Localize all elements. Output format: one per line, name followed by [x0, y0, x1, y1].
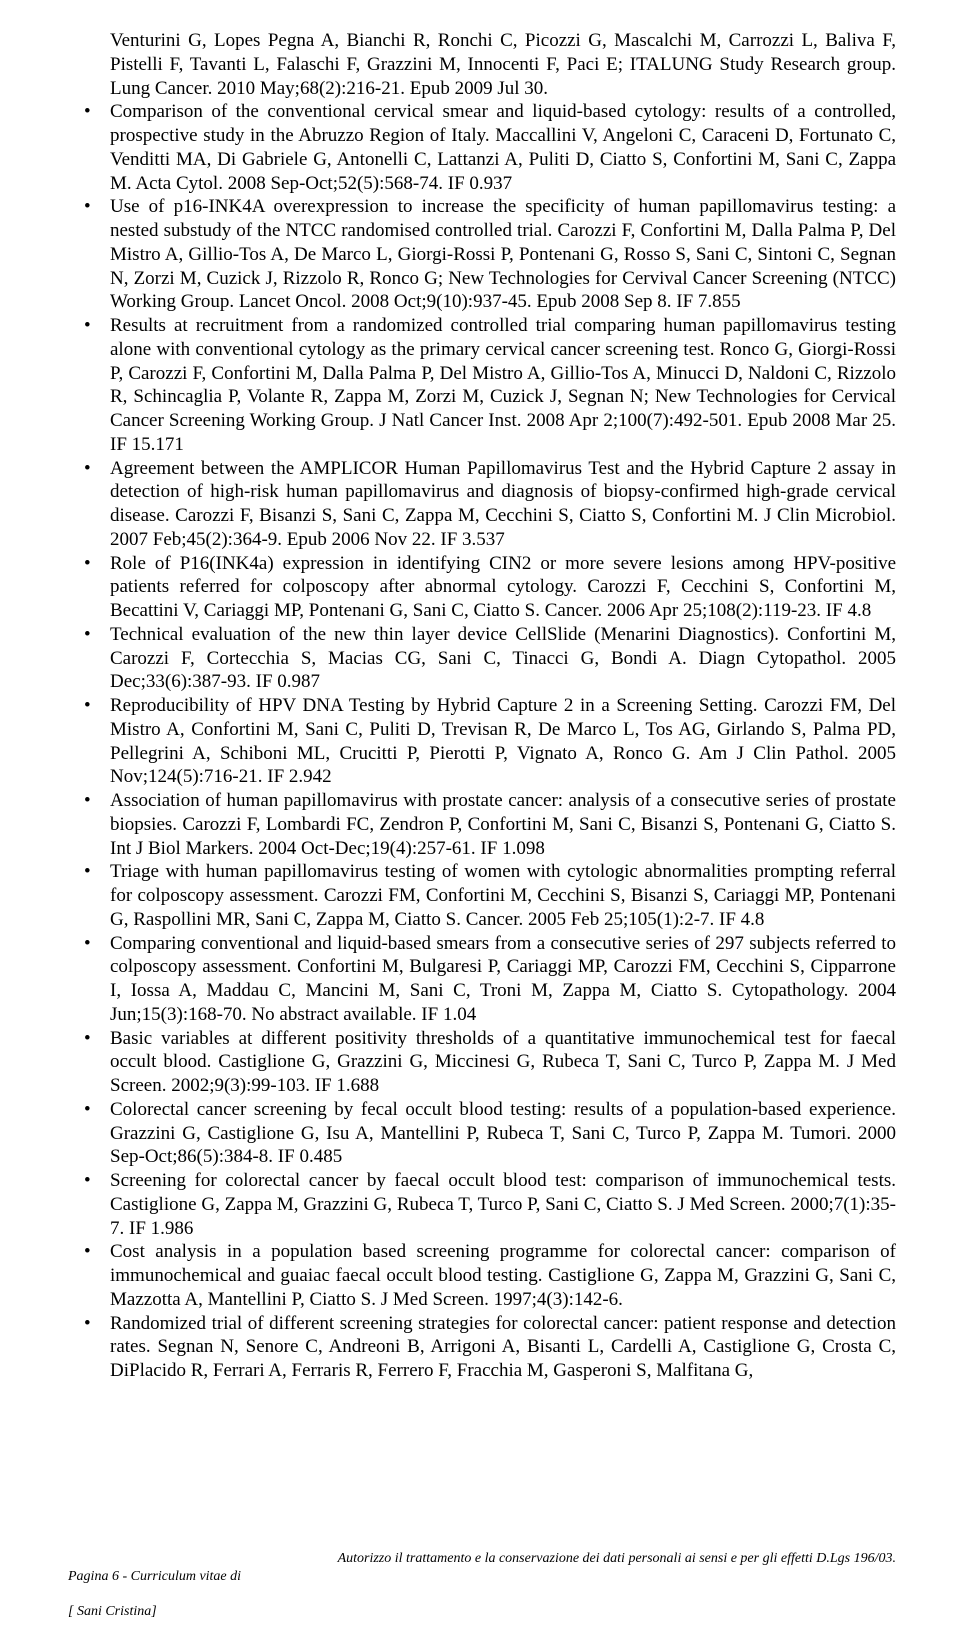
document-page: Venturini G, Lopes Pegna A, Bianchi R, R…: [0, 0, 960, 1644]
footer-right: Autorizzo il trattamento e la conservazi…: [338, 1550, 896, 1620]
reference-item: Association of human papillomavirus with…: [110, 789, 896, 860]
reference-item: Role of P16(INK4a) expression in identif…: [110, 552, 896, 623]
reference-continuation: Venturini G, Lopes Pegna A, Bianchi R, R…: [68, 29, 896, 100]
reference-item: Agreement between the AMPLICOR Human Pap…: [110, 457, 896, 552]
reference-item: Basic variables at different positivity …: [110, 1027, 896, 1098]
reference-item: Technical evaluation of the new thin lay…: [110, 623, 896, 694]
reference-item: Results at recruitment from a randomized…: [110, 314, 896, 457]
reference-list: Comparison of the conventional cervical …: [68, 100, 896, 1383]
reference-item: Comparison of the conventional cervical …: [110, 100, 896, 195]
reference-item: Comparing conventional and liquid-based …: [110, 932, 896, 1027]
reference-item: Colorectal cancer screening by fecal occ…: [110, 1098, 896, 1169]
footer-author-label: [ Sani Cristina]: [68, 1604, 157, 1619]
reference-item: Reproducibility of HPV DNA Testing by Hy…: [110, 694, 896, 789]
footer-page-label: Pagina 6 - Curriculum vitae di: [68, 1569, 241, 1584]
reference-item: Triage with human papillomavirus testing…: [110, 860, 896, 931]
footer-left: Pagina 6 - Curriculum vitae di [ Sani Cr…: [68, 1550, 241, 1620]
reference-item: Randomized trial of different screening …: [110, 1312, 896, 1383]
reference-item: Screening for colorectal cancer by faeca…: [110, 1169, 896, 1240]
page-footer: Pagina 6 - Curriculum vitae di [ Sani Cr…: [0, 1550, 960, 1620]
reference-item: Cost analysis in a population based scre…: [110, 1240, 896, 1311]
reference-item: Use of p16-INK4A overexpression to incre…: [110, 195, 896, 314]
